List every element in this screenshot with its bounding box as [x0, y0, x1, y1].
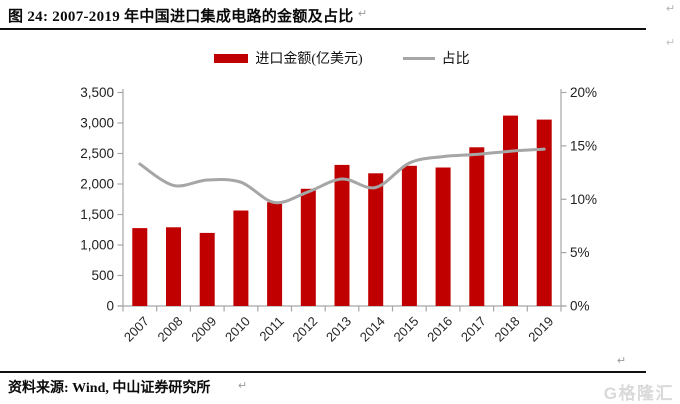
- bar-2007: [132, 228, 148, 306]
- paragraph-return-icon: ↵: [358, 8, 368, 20]
- left-axis-label: 0: [106, 299, 114, 314]
- right-axis-label: 15%: [570, 139, 597, 154]
- left-axis-label: 500: [91, 268, 114, 283]
- x-axis-year-label: 2015: [390, 314, 421, 345]
- x-axis-year-label: 2016: [424, 314, 455, 345]
- bar-2008: [166, 227, 181, 306]
- right-axis-label: 20%: [570, 85, 597, 100]
- left-axis-label: 1,000: [80, 238, 114, 253]
- x-axis-year-label: 2009: [188, 314, 219, 345]
- x-axis-year-label: 2010: [222, 314, 253, 345]
- legend-import-label: 进口金额(亿美元): [255, 52, 363, 67]
- paragraph-return-icon: ↵: [617, 355, 627, 367]
- right-axis-label: 0%: [570, 299, 590, 314]
- legend-line-swatch-icon: [402, 56, 435, 60]
- legend-item-share: 占比: [402, 48, 470, 68]
- x-axis-year-label: 2007: [121, 314, 152, 345]
- source-note: 资料来源: Wind, 中山证券研究所: [8, 381, 211, 396]
- x-axis-year-label: 2013: [323, 314, 354, 345]
- legend-bar-swatch-icon: [214, 53, 249, 63]
- x-axis-year-label: 2014: [357, 314, 388, 345]
- x-axis-year-label: 2012: [289, 314, 320, 345]
- left-axis-label: 2,000: [80, 177, 114, 192]
- bar-2018: [503, 115, 518, 306]
- bar-2017: [469, 147, 485, 306]
- x-axis-year-label: 2011: [256, 314, 286, 344]
- paragraph-return-icon: ↵: [666, 3, 676, 15]
- figure-title: 图 24: 2007-2019 年中国进口集成电路的金额及占比: [8, 9, 354, 25]
- bar-2011: [267, 202, 283, 306]
- right-axis-label: 5%: [570, 245, 590, 260]
- bar-2014: [368, 173, 384, 306]
- title-divider: [0, 28, 646, 30]
- x-axis-year-label: 2008: [155, 314, 186, 345]
- bar-2012: [300, 188, 316, 306]
- paragraph-return-icon: ↵: [238, 380, 248, 392]
- bar-2009: [199, 232, 215, 306]
- x-axis-year-label: 2017: [458, 314, 489, 345]
- left-axis-label: 2,500: [80, 146, 114, 161]
- right-axis-label: 10%: [570, 192, 597, 207]
- chart-legend: 进口金额(亿美元) 占比: [123, 47, 561, 69]
- left-axis-label: 1,500: [80, 207, 114, 222]
- legend-item-import: 进口金额(亿美元): [214, 48, 363, 68]
- bar-2015: [401, 165, 417, 306]
- footer-divider: [0, 371, 646, 373]
- bar-2013: [334, 164, 350, 306]
- share-line: [138, 147, 546, 205]
- bar-2019: [536, 119, 552, 306]
- x-axis-year-label: 2018: [492, 314, 523, 345]
- paragraph-return-icon: ↵: [666, 37, 676, 49]
- bar-2010: [233, 210, 249, 306]
- left-axis-label: 3,500: [80, 85, 114, 100]
- left-axis-label: 3,000: [80, 116, 114, 131]
- watermark-logo: G格隆汇: [603, 384, 674, 403]
- x-axis-year-label: 2019: [525, 314, 556, 345]
- bar-2016: [435, 167, 451, 306]
- legend-share-label: 占比: [441, 52, 470, 67]
